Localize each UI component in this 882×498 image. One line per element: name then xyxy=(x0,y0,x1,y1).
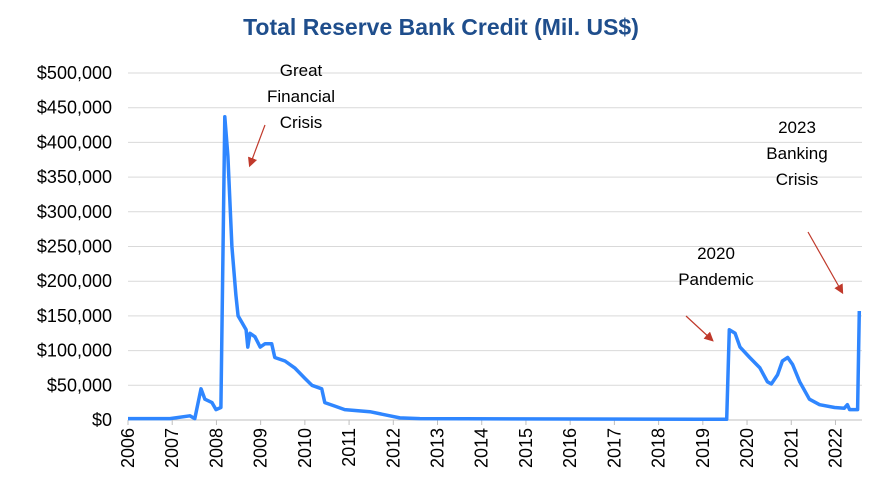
y-tick-label: $400,000 xyxy=(37,132,112,152)
x-tick-label: 2012 xyxy=(383,428,403,468)
y-tick-label: $150,000 xyxy=(37,306,112,326)
annotation-arrows xyxy=(248,124,844,342)
annotation-text: Financial xyxy=(267,87,335,106)
annotation-text: Crisis xyxy=(280,113,323,132)
y-tick-label: $100,000 xyxy=(37,341,112,361)
y-tick-label: $450,000 xyxy=(37,98,112,118)
annotation: 2020 Pandemic xyxy=(678,244,754,289)
annotation-text: Banking xyxy=(766,144,827,163)
annotation-text: 2020 xyxy=(697,244,735,263)
arrow xyxy=(685,315,714,342)
annotation-text: Crisis xyxy=(776,170,819,189)
x-tick-label: 2014 xyxy=(472,428,492,468)
y-tick-label: $500,000 xyxy=(37,63,112,83)
x-tick-label: 2015 xyxy=(516,428,536,468)
x-tick-label: 2016 xyxy=(560,428,580,468)
x-tick-label: 2010 xyxy=(295,428,315,468)
x-tick-label: 2019 xyxy=(693,428,713,468)
x-tick-label: 2006 xyxy=(118,428,138,468)
x-tick-label: 2017 xyxy=(604,428,624,468)
x-tick-label: 2013 xyxy=(428,428,448,468)
grid xyxy=(128,72,862,421)
data-line xyxy=(128,114,862,422)
y-tick-label: $350,000 xyxy=(37,167,112,187)
arrow xyxy=(807,231,844,295)
chart-title: Total Reserve Bank Credit (Mil. US$) xyxy=(243,14,639,40)
x-tick-label: 2009 xyxy=(251,428,271,468)
y-tick-label: $200,000 xyxy=(37,271,112,291)
y-tick-label: $0 xyxy=(92,410,112,430)
x-tick-label: 2008 xyxy=(206,428,226,468)
annotation: Great Financial Crisis xyxy=(267,61,335,132)
x-tick-label: 2022 xyxy=(825,428,845,468)
y-tick-label: $50,000 xyxy=(47,375,112,395)
annotation-text: 2023 xyxy=(778,118,816,137)
y-tick-label: $250,000 xyxy=(37,237,112,257)
annotation-text: Pandemic xyxy=(678,270,754,289)
x-tick-label: 2011 xyxy=(339,428,359,467)
y-tick-label: $300,000 xyxy=(37,202,112,222)
annotation-text: Great xyxy=(280,61,323,80)
annotation: 2023 Banking Crisis xyxy=(766,118,827,189)
x-tick-label: 2018 xyxy=(649,428,669,468)
x-tick-label: 2007 xyxy=(162,428,182,468)
x-tick-label: 2021 xyxy=(781,428,801,468)
arrow xyxy=(248,124,266,168)
x-tick-label: 2020 xyxy=(737,428,757,468)
